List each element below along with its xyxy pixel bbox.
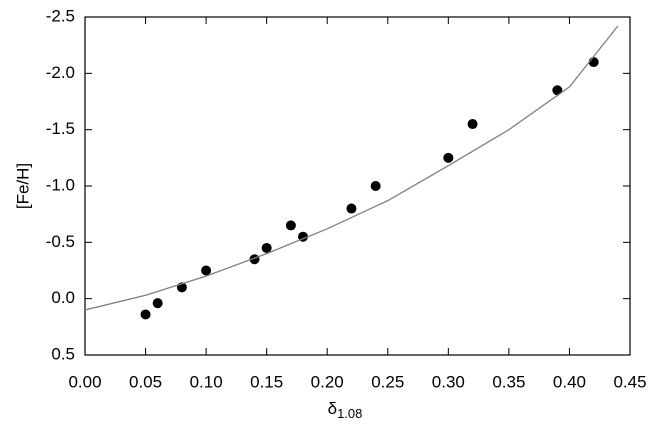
y-tick-label: 0.5 — [51, 344, 75, 363]
x-tick-label: 0.20 — [311, 372, 344, 391]
x-tick-label: 0.25 — [371, 372, 404, 391]
y-axis-label: [Fe/H] — [13, 163, 32, 209]
x-tick-label: 0.05 — [129, 372, 162, 391]
data-point — [552, 85, 563, 96]
x-tick-label: 0.45 — [613, 372, 646, 391]
plot-frame — [84, 16, 631, 356]
data-point — [443, 152, 454, 163]
x-tick-label: 0.15 — [250, 372, 283, 391]
data-point — [467, 119, 478, 130]
x-tick-label: 0.35 — [492, 372, 525, 391]
x-axis-label-symbol: δ — [328, 399, 337, 418]
data-point — [140, 309, 151, 320]
x-tick-label: 0.40 — [553, 372, 586, 391]
data-point — [588, 57, 599, 68]
y-tick-label: -1.0 — [46, 175, 75, 194]
data-point — [261, 242, 272, 253]
data-point — [370, 181, 381, 191]
x-axis-label: δ1.08 — [328, 399, 363, 421]
y-tick-label: -0.5 — [46, 232, 75, 251]
y-tick-label: -1.5 — [46, 119, 75, 138]
y-tick-label: -2.0 — [46, 63, 75, 82]
x-tick-label: 0.10 — [190, 372, 223, 391]
fit-line — [84, 25, 619, 311]
x-axis-label-subscript: 1.08 — [337, 406, 362, 421]
y-tick-label: 0.0 — [51, 288, 75, 307]
data-point — [346, 203, 357, 214]
x-tick-label: 0.00 — [68, 372, 101, 391]
x-tick-label: 0.30 — [432, 372, 465, 391]
data-point — [201, 265, 212, 276]
data-point — [285, 220, 296, 231]
data-point — [152, 298, 163, 309]
y-tick-label: -2.5 — [46, 6, 75, 25]
